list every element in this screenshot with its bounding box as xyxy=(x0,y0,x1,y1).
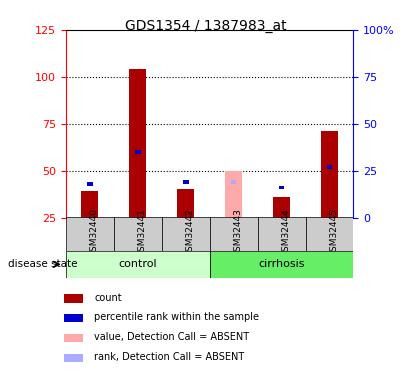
Text: GSM32445: GSM32445 xyxy=(330,208,339,257)
Bar xyxy=(177,189,194,217)
Bar xyxy=(64,334,83,342)
Bar xyxy=(135,150,141,154)
Bar xyxy=(64,314,83,322)
Text: GSM32441: GSM32441 xyxy=(138,208,147,257)
Text: GSM32440: GSM32440 xyxy=(90,208,99,257)
Text: GSM32444: GSM32444 xyxy=(282,208,291,257)
Bar xyxy=(114,217,162,251)
Bar xyxy=(231,180,236,184)
Text: percentile rank within the sample: percentile rank within the sample xyxy=(94,312,259,322)
Bar xyxy=(81,191,98,217)
Text: GDS1354 / 1387983_at: GDS1354 / 1387983_at xyxy=(125,19,286,33)
Bar xyxy=(210,251,353,278)
Bar xyxy=(273,197,290,217)
Text: GSM32442: GSM32442 xyxy=(186,208,195,257)
Bar xyxy=(210,217,258,251)
Text: cirrhosis: cirrhosis xyxy=(258,260,305,269)
Bar xyxy=(66,251,210,278)
Text: control: control xyxy=(118,260,157,269)
Bar xyxy=(321,131,338,218)
Bar xyxy=(64,294,83,303)
Text: count: count xyxy=(94,292,122,303)
Bar xyxy=(305,217,353,251)
Bar xyxy=(87,182,92,186)
Bar xyxy=(129,69,146,218)
Text: value, Detection Call = ABSENT: value, Detection Call = ABSENT xyxy=(94,332,249,342)
Bar xyxy=(66,217,114,251)
Bar xyxy=(225,171,242,217)
Text: rank, Detection Call = ABSENT: rank, Detection Call = ABSENT xyxy=(94,352,245,362)
Bar xyxy=(64,354,83,362)
Bar xyxy=(183,180,189,184)
Bar xyxy=(162,217,210,251)
Bar xyxy=(258,217,305,251)
Bar xyxy=(279,186,284,189)
Text: disease state: disease state xyxy=(8,260,78,269)
Text: GSM32443: GSM32443 xyxy=(233,208,242,257)
Bar xyxy=(327,165,332,169)
